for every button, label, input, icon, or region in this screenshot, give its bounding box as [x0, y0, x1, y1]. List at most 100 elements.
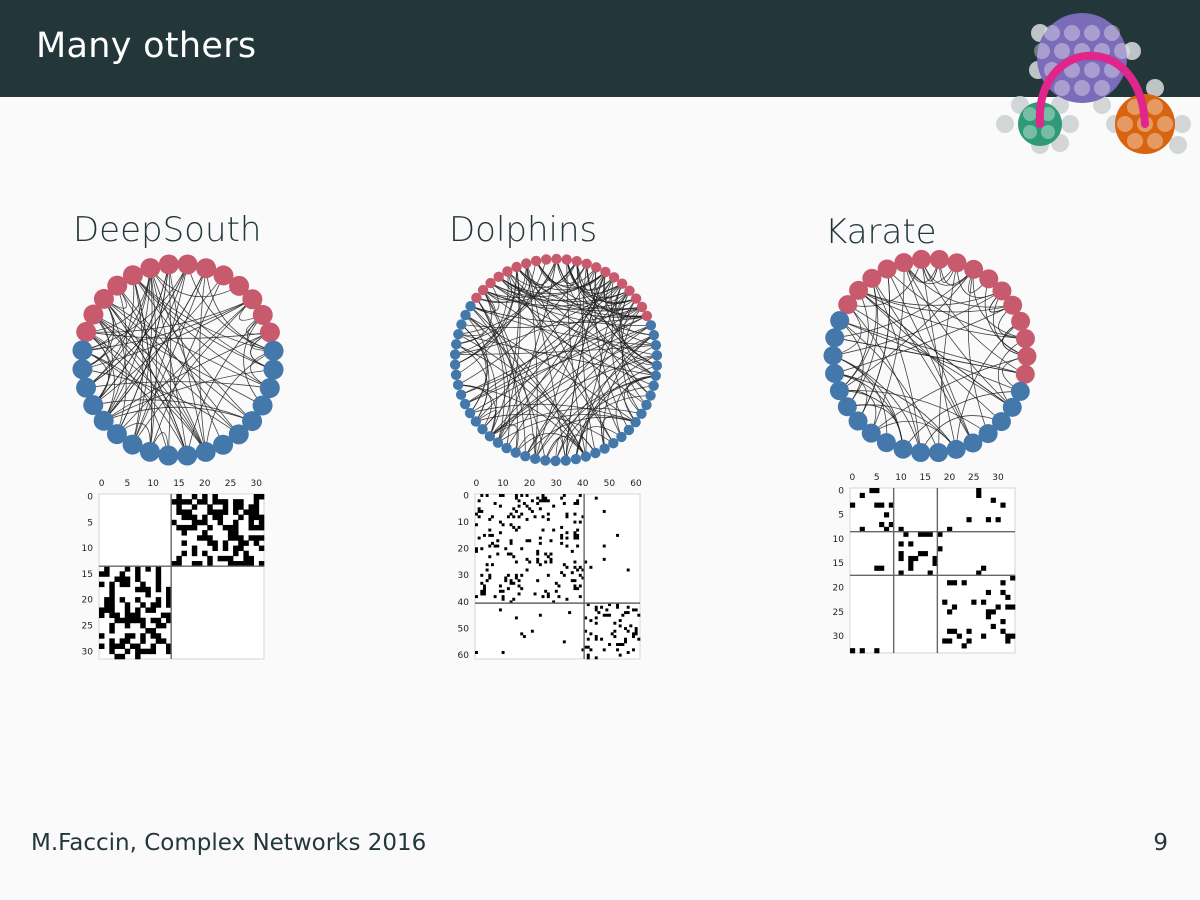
graph-node [590, 447, 601, 459]
matrix-cell [488, 555, 492, 559]
graph-node [252, 304, 273, 325]
graph-node [242, 289, 263, 310]
graph-edge [858, 290, 1013, 408]
matrix-cell [166, 612, 172, 619]
graph-edge [556, 258, 588, 284]
matrix-cell [589, 619, 593, 623]
graph-node [645, 320, 657, 331]
graph-node [122, 265, 143, 286]
matrix-cell [976, 488, 982, 494]
matrix-cell [942, 599, 948, 605]
matrix-cell [517, 584, 521, 588]
matrix-tick-x: 20 [199, 479, 211, 489]
matrix-tick-x: 10 [497, 479, 509, 489]
matrix-cell [565, 597, 569, 601]
matrix-cell [496, 539, 500, 543]
matrix-cell [879, 521, 885, 528]
matrix-cell [520, 547, 524, 551]
graph-node [263, 340, 284, 361]
graph-node [1017, 346, 1037, 366]
graph-node [1002, 397, 1022, 417]
matrix-tick-y: 20 [458, 545, 470, 555]
matrix-cell [850, 502, 856, 508]
graph-node [946, 439, 966, 459]
matrix-cell [565, 536, 569, 540]
matrix-cell [549, 557, 553, 561]
matrix-cell [124, 566, 131, 572]
matrix-cell [616, 603, 620, 607]
matrix-cell [207, 555, 213, 562]
matrix-tick-x: 20 [944, 473, 956, 483]
graph-edge [594, 267, 637, 305]
matrix-cell [544, 552, 548, 556]
matrix-cell [985, 589, 992, 596]
matrix-cell [538, 613, 542, 617]
graph-edge [93, 314, 188, 456]
matrix-cell [883, 512, 890, 518]
matrix-cell [233, 509, 239, 515]
graph-edge [132, 275, 144, 445]
matrix-tick-y: 0 [838, 486, 844, 496]
graph-node [876, 433, 896, 453]
matrix-cell [485, 494, 489, 497]
matrix-cell [624, 640, 627, 644]
graph-node [861, 423, 881, 443]
graph-node [263, 359, 284, 380]
matrix-cell [562, 501, 566, 505]
network-logo-icon [996, 13, 1191, 154]
matrix-tick-y: 25 [833, 608, 844, 618]
matrix-cell [981, 633, 987, 639]
graph-edge [187, 264, 274, 352]
matrix-tick-y: 25 [82, 621, 93, 631]
graph-node [830, 311, 850, 331]
matrix-cell [114, 643, 120, 649]
matrix-cell [898, 570, 904, 576]
matrix-cell [560, 525, 564, 529]
graph-node [979, 269, 999, 289]
matrix-cell [576, 501, 580, 505]
matrix-tick-x: 0 [473, 479, 479, 489]
matrix-cell [135, 612, 141, 619]
matrix-cell [114, 612, 120, 619]
matrix-tick-y: 10 [833, 535, 845, 545]
matrix-cell [243, 555, 249, 562]
matrix-cell [533, 592, 537, 596]
matrix-tick-x: 60 [630, 479, 642, 489]
matrix-cell [248, 514, 254, 521]
matrix-cell [869, 488, 875, 494]
graph-node [849, 280, 869, 300]
graph-edge [85, 275, 135, 388]
matrix-cell [536, 549, 540, 553]
matrix-cell [525, 568, 529, 572]
graph-node [451, 339, 462, 350]
matrix-cell [212, 545, 218, 552]
matrix-cell [114, 617, 120, 624]
matrix-cell [626, 605, 630, 609]
matrix-cell [482, 584, 486, 588]
graph-node [616, 278, 628, 289]
matrix-cell [1010, 604, 1016, 610]
matrix-cell [573, 584, 577, 588]
matrix-cell [171, 561, 177, 567]
matrix-cell [1005, 633, 1011, 639]
graph-edge [116, 298, 253, 435]
graph-edge [243, 314, 264, 406]
matrix-cell [578, 573, 582, 577]
matrix-cell [480, 494, 484, 497]
graph-node [651, 350, 663, 361]
matrix-cell [573, 536, 577, 540]
graph-edge [92, 264, 170, 406]
graph-edge [555, 385, 654, 462]
graph-node [894, 253, 914, 273]
adjacency-matrix-deepsouth: 00 5 5 10 10 15 15 20 20 25 25 30 30 [82, 479, 265, 660]
matrix-cell [528, 507, 532, 511]
matrix-cell [99, 581, 105, 588]
matrix-cell [248, 535, 254, 541]
matrix-cell [109, 643, 115, 649]
matrix-tick-y: 30 [82, 647, 94, 657]
matrix-cell [517, 504, 521, 508]
matrix-cell [879, 502, 885, 508]
matrix-cell [227, 530, 234, 536]
matrix-cell [597, 611, 601, 615]
graph-edge [834, 304, 1013, 374]
